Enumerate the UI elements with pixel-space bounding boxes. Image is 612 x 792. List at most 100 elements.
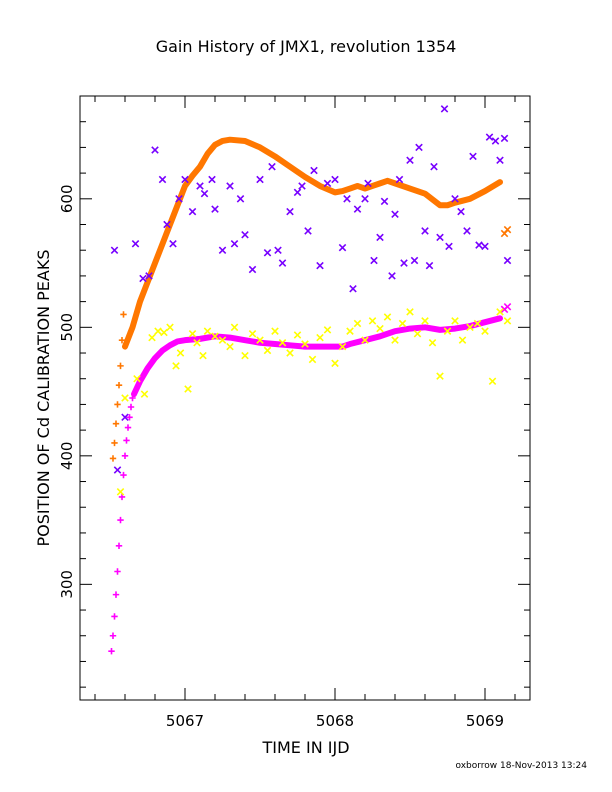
data-point <box>256 175 264 184</box>
data-point <box>421 317 429 325</box>
y-axis-label: POSITION OF Cd CALIBRATION PEAKS <box>34 250 53 547</box>
data-point <box>436 372 444 380</box>
series-3 <box>108 394 136 655</box>
data-point <box>118 336 126 344</box>
data-point <box>248 265 257 274</box>
data-point <box>503 317 512 325</box>
data-point <box>116 488 125 496</box>
series-0 <box>109 311 127 462</box>
data-point <box>391 210 399 218</box>
data-point <box>413 329 422 338</box>
data-point <box>368 317 377 325</box>
data-point <box>218 246 227 254</box>
data-point <box>451 195 459 203</box>
data-point <box>425 261 434 270</box>
data-point <box>308 355 317 364</box>
data-point <box>175 195 183 203</box>
axis-ticks <box>80 95 530 700</box>
data-point <box>451 317 459 325</box>
series-1 <box>122 136 503 350</box>
data-point <box>475 241 483 249</box>
data-point <box>293 331 302 339</box>
data-point <box>120 311 127 318</box>
data-point <box>176 349 185 357</box>
data-point <box>491 137 500 145</box>
data-point <box>121 452 129 460</box>
data-point <box>160 328 168 337</box>
data-point <box>331 359 339 368</box>
data-point <box>108 647 115 655</box>
data-point <box>406 308 414 316</box>
data-point <box>113 466 122 474</box>
data-point <box>127 403 135 411</box>
data-point <box>440 105 449 113</box>
data-point <box>263 346 272 355</box>
data-point <box>353 205 362 213</box>
data-point <box>361 336 369 344</box>
data-point <box>496 156 504 165</box>
data-point <box>256 336 264 344</box>
data-point <box>388 272 396 280</box>
data-point <box>436 233 444 242</box>
y-tick-label: 500 <box>58 313 76 342</box>
data-point <box>241 351 249 360</box>
data-point <box>473 319 482 328</box>
data-point <box>428 338 437 347</box>
data-point <box>118 493 126 501</box>
data-point <box>415 143 423 152</box>
data-point <box>400 259 408 267</box>
data-point <box>376 233 384 242</box>
data-point <box>111 613 118 620</box>
data-point <box>316 261 324 270</box>
data-point <box>236 195 245 203</box>
y-tick-label: 300 <box>58 570 76 599</box>
data-point <box>226 342 234 351</box>
data-point <box>370 256 378 265</box>
data-point <box>121 413 129 422</box>
data-point <box>343 195 351 203</box>
data-point <box>323 326 332 334</box>
data-point <box>349 285 357 293</box>
data-point <box>457 207 465 216</box>
data-point <box>124 424 132 431</box>
data-point <box>430 162 438 171</box>
data-point <box>131 240 140 248</box>
data-point <box>376 324 384 333</box>
data-point <box>218 336 227 344</box>
data-point <box>163 220 171 229</box>
data-point <box>488 377 497 386</box>
data-point <box>271 327 279 335</box>
data-point <box>263 249 272 257</box>
data-point <box>115 542 123 549</box>
axis-tick-labels: 5067 5068 5069 300 400 500 600 <box>58 184 504 730</box>
data-point <box>139 274 147 283</box>
data-point <box>114 401 121 408</box>
x-tick-label: 5069 <box>466 712 504 730</box>
data-point <box>286 349 294 357</box>
data-point <box>109 455 117 462</box>
data-point <box>211 205 219 213</box>
data-point <box>148 333 156 342</box>
data-point <box>298 182 306 190</box>
data-point <box>154 327 162 335</box>
data-point <box>481 242 489 251</box>
data-point <box>383 313 392 321</box>
data-point <box>286 207 294 216</box>
data-point <box>338 342 347 351</box>
data-point <box>458 336 467 344</box>
data-point <box>199 351 207 360</box>
data-point <box>398 319 407 328</box>
data-point <box>114 568 121 575</box>
y-tick-label: 400 <box>58 442 76 471</box>
data-point <box>200 189 209 198</box>
data-point <box>503 256 512 265</box>
data-point <box>230 323 239 332</box>
data-point <box>211 332 219 341</box>
data-point <box>181 175 189 184</box>
data-point <box>278 338 287 347</box>
data-point <box>196 182 204 190</box>
data-point <box>293 188 302 197</box>
data-point <box>112 591 120 598</box>
data-point <box>120 471 127 479</box>
